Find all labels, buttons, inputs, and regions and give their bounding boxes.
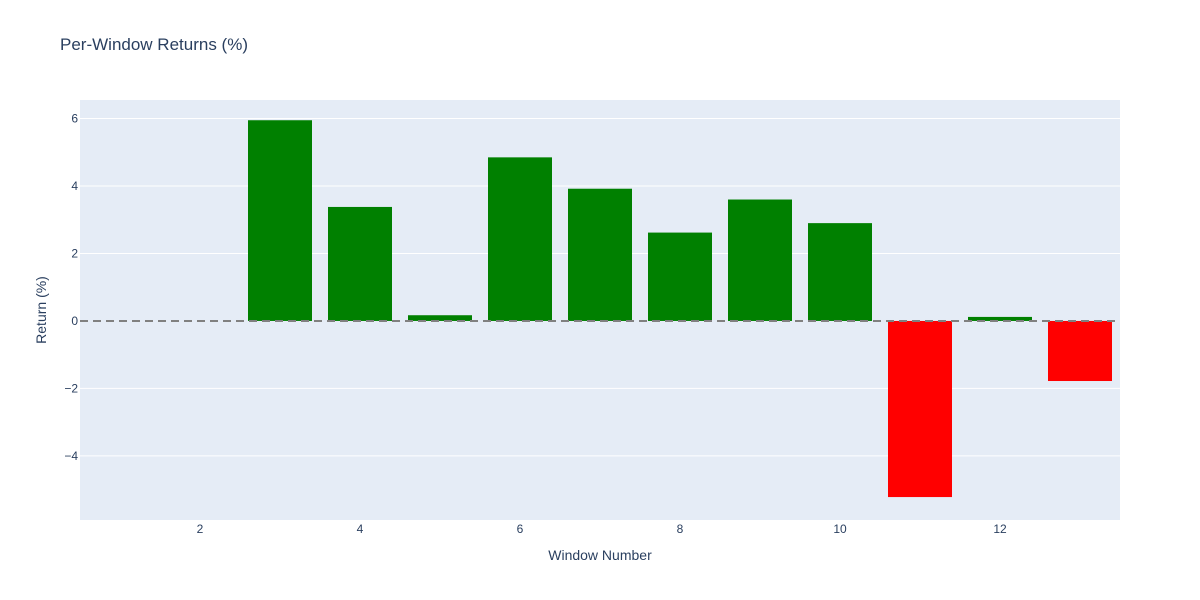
bar-window-3	[248, 120, 312, 321]
y-tick-label: −2	[64, 381, 78, 395]
bar-window-7	[568, 188, 632, 321]
x-axis-ticks: 2 4 6 8 10 12	[197, 522, 1007, 536]
y-tick-label: 0	[71, 314, 78, 328]
bar-window-4	[328, 206, 392, 321]
bar-window-11	[888, 320, 952, 498]
y-tick-label: −4	[64, 449, 78, 463]
y-axis-title: Return (%)	[33, 276, 49, 344]
x-tick-label: 12	[993, 522, 1007, 536]
chart-title: Per-Window Returns (%)	[60, 35, 248, 54]
bar-window-10	[808, 223, 872, 321]
y-tick-label: 2	[71, 246, 78, 260]
bar-window-8	[648, 232, 712, 321]
x-axis-title: Window Number	[548, 547, 652, 563]
bar-window-9	[728, 199, 792, 321]
y-tick-label: 4	[71, 179, 78, 193]
x-tick-label: 6	[517, 522, 524, 536]
x-tick-label: 10	[833, 522, 847, 536]
bars	[248, 120, 1112, 498]
x-tick-label: 2	[197, 522, 204, 536]
x-tick-label: 4	[357, 522, 364, 536]
bar-window-5	[408, 315, 472, 321]
bar-window-13	[1048, 320, 1112, 382]
bar-window-6	[488, 157, 552, 321]
y-tick-label: 6	[71, 112, 78, 126]
y-axis-ticks: −4 −2 0 2 4 6	[64, 112, 78, 463]
x-tick-label: 8	[677, 522, 684, 536]
bar-window-12	[968, 316, 1032, 321]
